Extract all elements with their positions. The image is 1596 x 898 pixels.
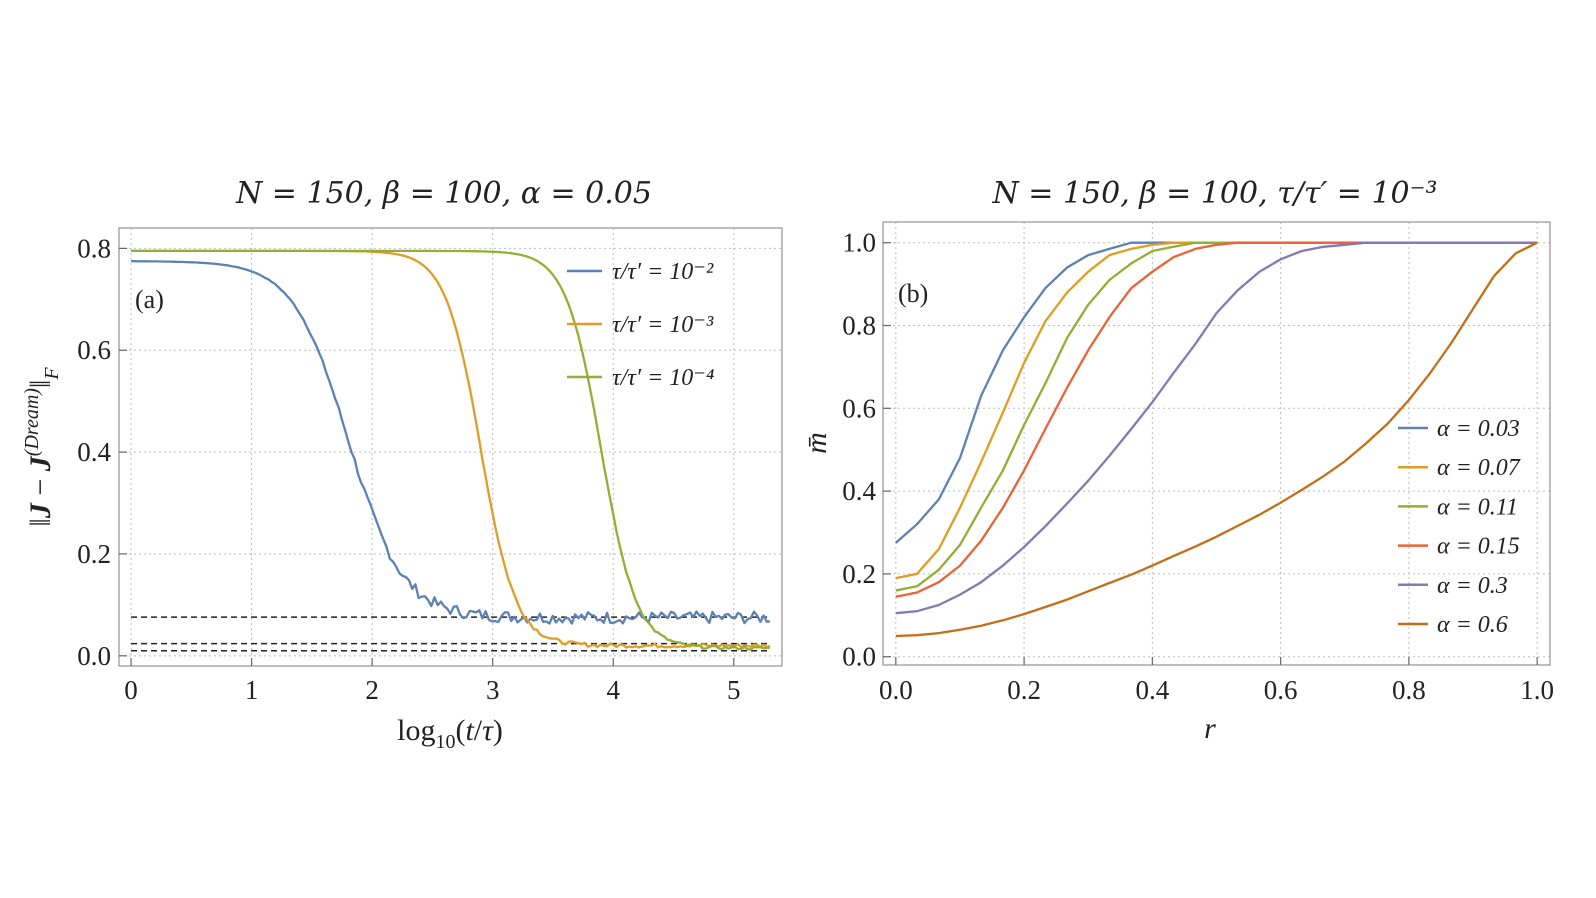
panel-a-frame <box>118 227 783 667</box>
panel-b-legend-label-0: α = 0.03 <box>1437 416 1520 442</box>
panel-b-xlabel: r <box>1204 712 1216 745</box>
panel-a-series-line-0 <box>131 260 771 625</box>
panel-a-legend-label-2: τ/τ′ = 10⁻⁴ <box>612 365 714 391</box>
panel-b-ytick-label-5: 1.0 <box>842 228 876 258</box>
panel-b-frame <box>882 221 1551 666</box>
panel-b-ytick-label-4: 0.8 <box>842 311 876 341</box>
panel-b-legend: α = 0.03 α = 0.07 α = 0.11 α = 0.15 α = 0.3 α… <box>1398 416 1521 638</box>
panel-a-xtick-label-4: 4 <box>606 675 620 705</box>
panel-a-ylabel-text: ‖J − J(Dream)‖F <box>21 367 63 527</box>
panel-b-series-line-1 <box>895 241 1538 580</box>
panel-a-label: (a) <box>135 285 164 314</box>
panel-b-series-group <box>895 241 1538 638</box>
panel-a-series-line-1 <box>131 249 771 649</box>
panel-a-series-group <box>131 249 771 651</box>
panel-a-series-line-2 <box>131 249 771 651</box>
panel-a-ytick-label-2: 0.4 <box>77 437 111 467</box>
panel-a-legend-label-0: τ/τ′ = 10⁻² <box>612 259 714 285</box>
panel-b-xtick-label-5: 1.0 <box>1520 675 1554 705</box>
panel-b-ylabel: m̄ <box>800 432 833 454</box>
panel-b-legend-label-2: α = 0.11 <box>1437 494 1518 520</box>
panel-a-reference-lines <box>131 616 770 652</box>
panel-b-series-line-5 <box>895 241 1538 638</box>
panel-b-legend-label-4: α = 0.3 <box>1437 573 1508 599</box>
panel-a-ylabel: ‖J − J(Dream)‖F <box>21 367 63 527</box>
panel-b-title: N = 150, β = 100, τ/τ′ = 10⁻³ <box>991 176 1437 211</box>
panel-a-xtick-label-0: 0 <box>124 675 138 705</box>
panel-b-ticks: 0.0 0.2 0.4 0.6 0.8 1.0 0.0 0.2 0.4 0.6 0.8 1.0 <box>842 228 1554 705</box>
panel-a: N = 150, β = 100, α = 0.05 0 1 2 3 4 50.00.20… <box>21 176 783 753</box>
panel-a-gridlines <box>119 228 782 666</box>
panel-a-xtick-label-5: 5 <box>727 675 741 705</box>
panel-b-xtick-label-4: 0.8 <box>1392 675 1426 705</box>
panel-a-ytick-label-1: 0.2 <box>77 539 111 569</box>
panel-b-series-line-4 <box>895 241 1538 615</box>
panel-b-ytick-label-3: 0.6 <box>842 393 876 423</box>
panel-a-ytick-label-3: 0.6 <box>77 335 111 365</box>
panel-a-ytick-label-4: 0.8 <box>77 233 111 263</box>
panel-b-xtick-label-3: 0.6 <box>1264 675 1298 705</box>
panel-b-legend-label-5: α = 0.6 <box>1437 612 1508 638</box>
panel-b-xtick-label-2: 0.4 <box>1135 675 1169 705</box>
panel-b-legend-label-3: α = 0.15 <box>1437 534 1520 560</box>
panel-b-ytick-label-1: 0.2 <box>842 559 876 589</box>
panel-b-legend-label-1: α = 0.07 <box>1437 455 1521 481</box>
panel-a-xtick-label-2: 2 <box>365 675 379 705</box>
panel-b-xtick-label-1: 0.2 <box>1007 675 1041 705</box>
panel-b-gridlines <box>883 222 1550 665</box>
panel-a-xtick-label-3: 3 <box>486 675 500 705</box>
panel-b-label: (b) <box>898 279 928 308</box>
panel-a-ytick-label-0: 0.0 <box>77 641 111 671</box>
panel-a-title: N = 150, β = 100, α = 0.05 <box>235 176 652 211</box>
panel-b: N = 150, β = 100, τ/τ′ = 10⁻³ 0.0 0.2 0.4 0… <box>800 176 1554 745</box>
panel-a-legend: τ/τ′ = 10⁻² τ/τ′ = 10⁻³ τ/τ′ = 10⁻⁴ <box>567 259 714 391</box>
panel-a-legend-label-1: τ/τ′ = 10⁻³ <box>612 312 714 338</box>
panel-a-xlabel: log10(t/τ) <box>397 714 503 753</box>
panel-b-ytick-label-0: 0.0 <box>842 642 876 672</box>
panel-a-ticks: 0 1 2 3 4 5 0.0 0.2 0.4 0.6 0.8 <box>77 233 740 705</box>
panel-b-ytick-label-2: 0.4 <box>842 476 876 506</box>
panel-a-xtick-label-1: 1 <box>245 675 259 705</box>
panel-b-xtick-label-0: 0.0 <box>879 675 913 705</box>
